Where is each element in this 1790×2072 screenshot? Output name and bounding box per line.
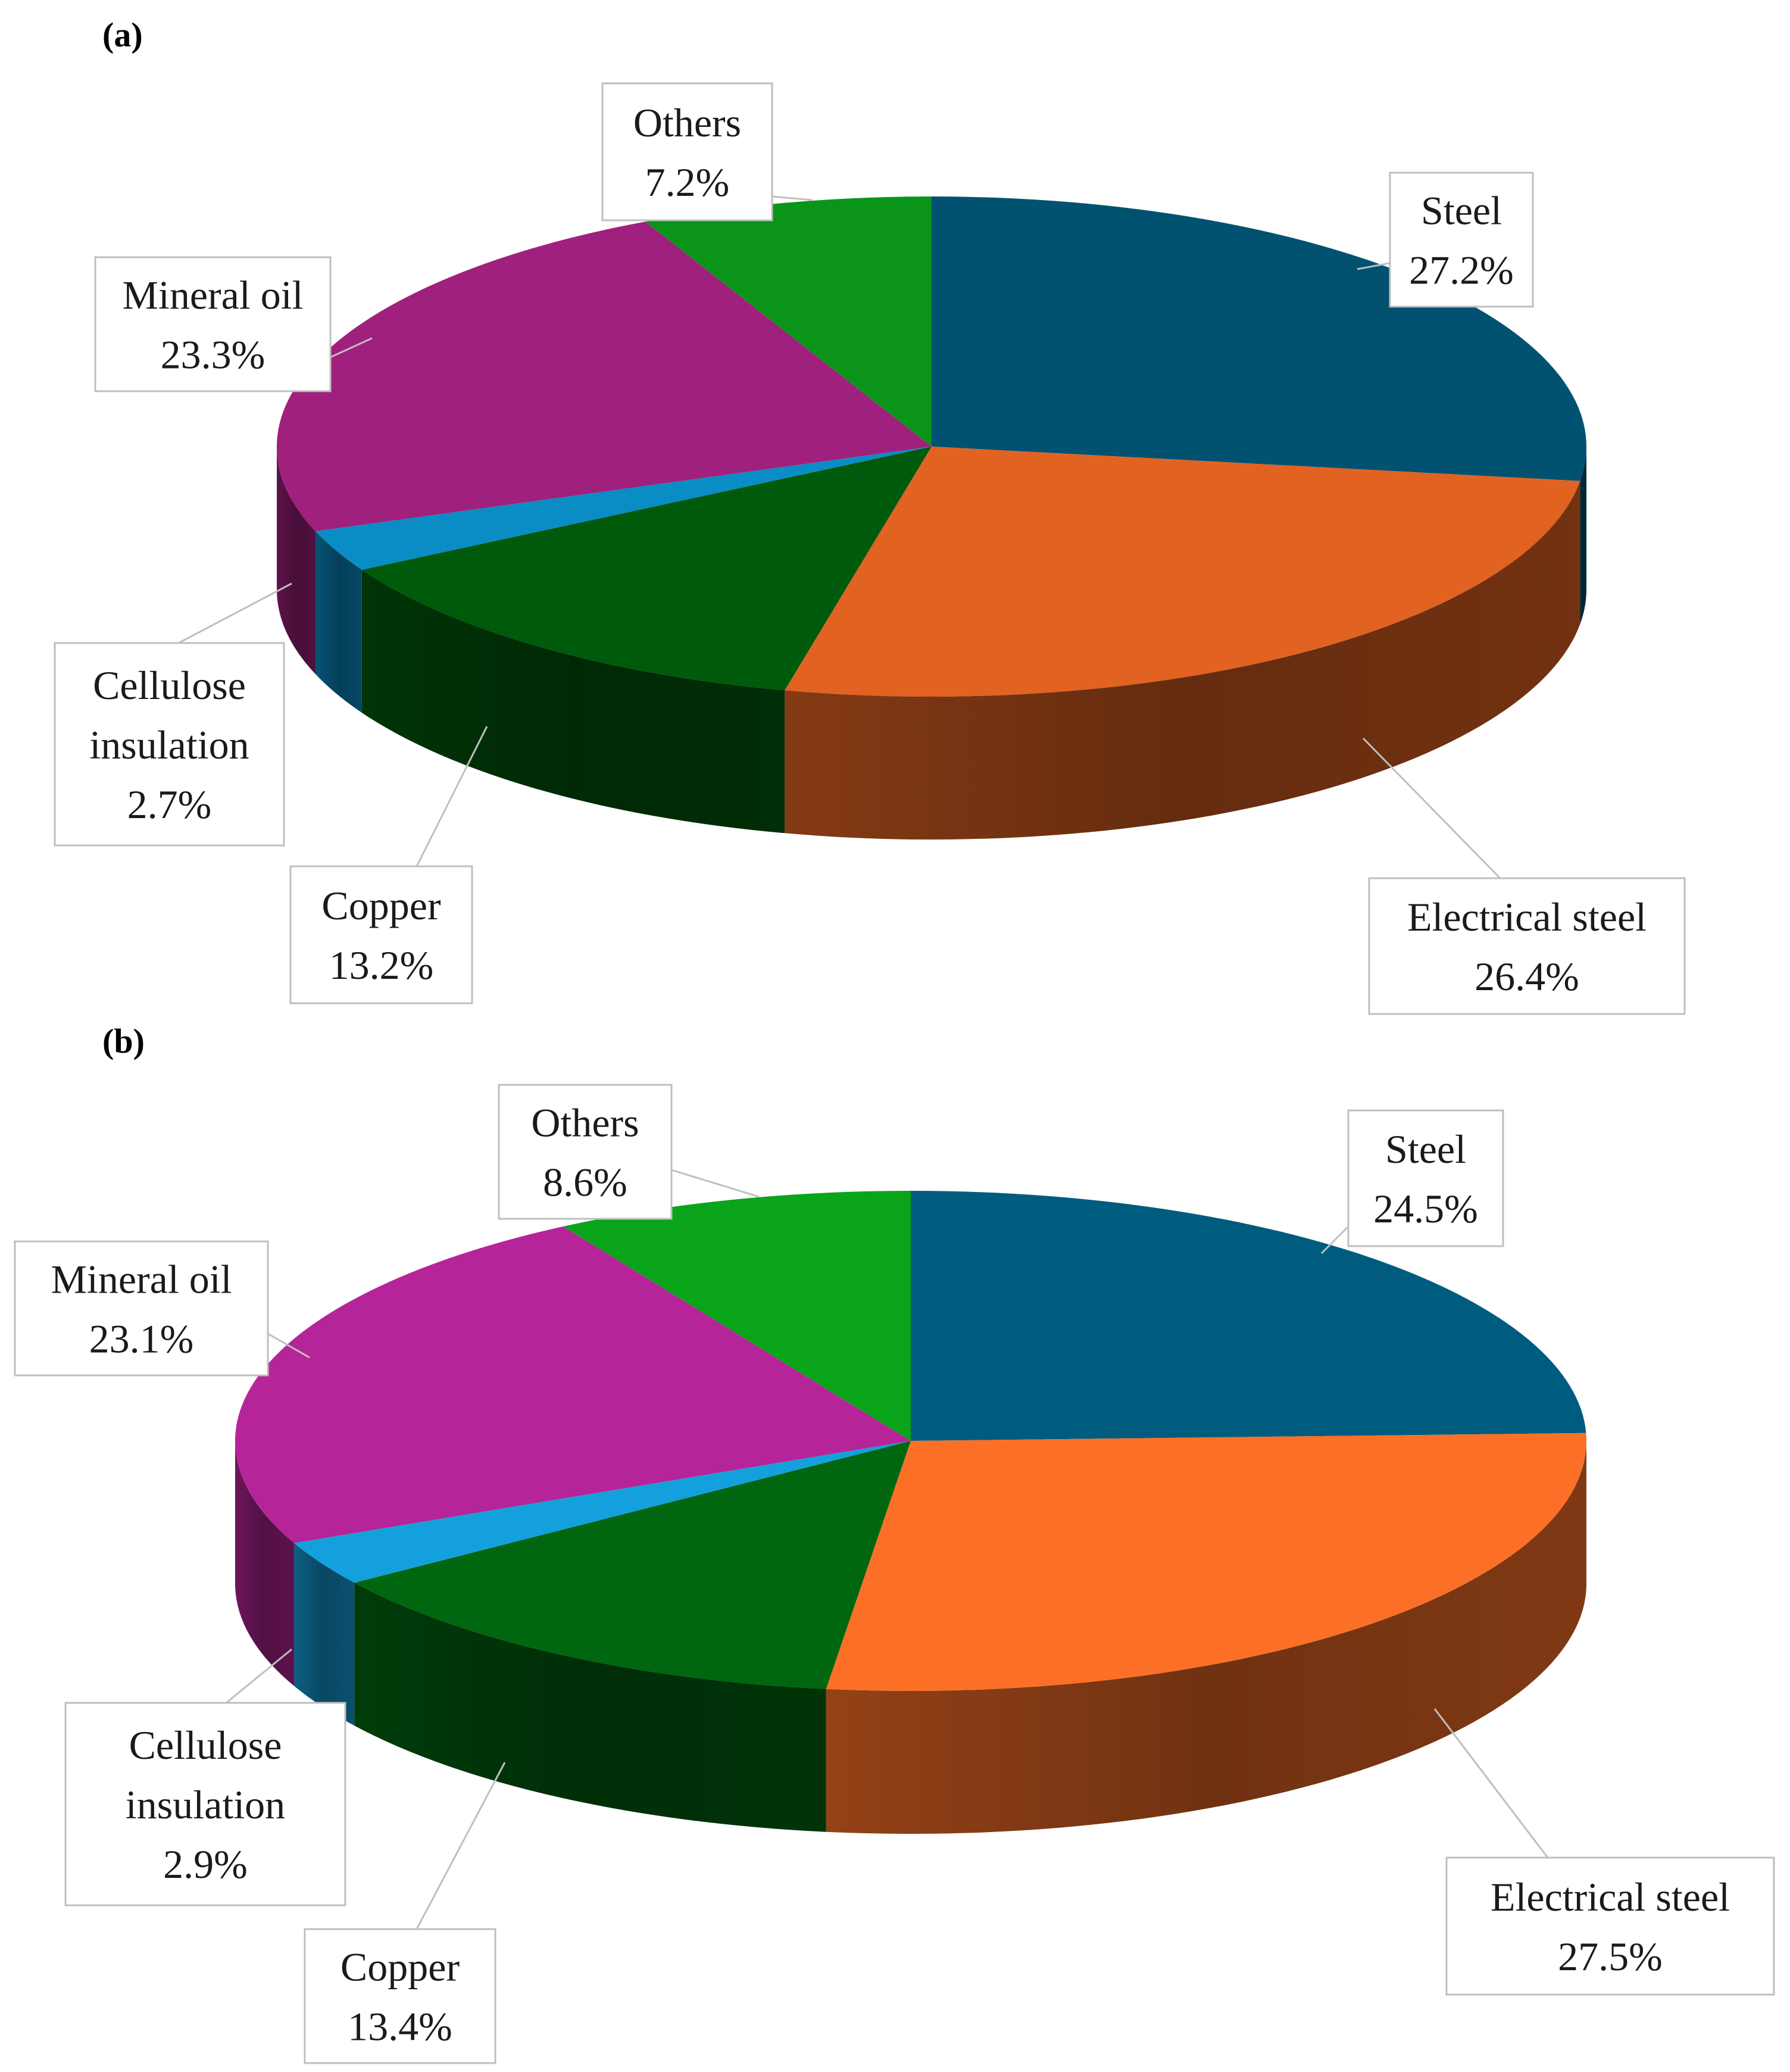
pie-chart-a: (a) Steel 27.2% Electrical steel 26.4% Coppe…	[54, 15, 1686, 1015]
slice-electrical-steel	[785, 447, 1580, 697]
data-label-box	[1389, 171, 1534, 308]
data-label-category: insulation	[89, 722, 249, 767]
pie-a-slices	[276, 196, 1586, 840]
leader-line-others	[771, 195, 813, 201]
data-label-category: Copper	[340, 1945, 460, 1990]
pie-chart-b: (b) Steel 24.5% Electrical steel 27.5% Coppe…	[14, 1022, 1775, 2064]
slice-electrical-steel	[826, 1433, 1586, 1691]
leader-line-mineral-oil	[330, 337, 373, 358]
leader-line-copper	[416, 726, 488, 867]
slice-side-shading	[826, 1441, 1586, 1834]
data-label-box	[601, 82, 773, 221]
data-label-category: Electrical steel	[1491, 1874, 1730, 1920]
data-label-category: Steel	[1421, 188, 1502, 233]
data-label-others: Others 7.2%	[601, 82, 773, 221]
data-label-value: 26.4%	[1475, 954, 1579, 999]
data-label-category: Copper	[321, 883, 441, 928]
data-label-box	[94, 256, 332, 392]
data-label-value: 13.2%	[329, 943, 434, 988]
data-label-value: 2.7%	[127, 782, 212, 827]
data-label-box	[1445, 1856, 1775, 1996]
data-label-category: Electrical steel	[1407, 894, 1647, 940]
data-label-cellulose-insulation: Cellulose insulation 2.7%	[54, 642, 285, 847]
slice-side-shading	[315, 531, 362, 713]
data-label-box	[498, 1084, 673, 1220]
slice-cellulose-insulation	[315, 447, 932, 570]
slice-copper	[361, 447, 932, 691]
data-label-category: Cellulose	[93, 663, 246, 708]
data-label-category: Cellulose	[129, 1722, 282, 1768]
slice-side-shading	[354, 1583, 826, 1832]
leader-line-electrical-steel	[1362, 737, 1501, 879]
slice-others	[645, 196, 932, 447]
slice-copper	[354, 1441, 911, 1689]
data-label-value: 27.5%	[1558, 1934, 1663, 1979]
leader-line-steel	[1320, 1225, 1349, 1255]
slice-cellulose-insulation	[294, 1441, 911, 1583]
slice-others	[563, 1191, 911, 1441]
data-label-box	[1368, 877, 1686, 1015]
slice-side-shading	[1580, 447, 1586, 624]
data-label-value: 23.1%	[89, 1316, 194, 1362]
slice-side-shading	[785, 480, 1580, 840]
slice-steel	[911, 1191, 1586, 1441]
leader-line-electrical-steel	[1433, 1708, 1549, 1858]
leader-line-cellulose-insulation	[226, 1648, 292, 1704]
data-label-box	[14, 1240, 269, 1377]
data-label-steel: Steel 24.5%	[1347, 1109, 1504, 1247]
data-label-category: Steel	[1385, 1127, 1466, 1172]
data-label-steel: Steel 27.2%	[1389, 171, 1534, 308]
data-label-mineral-oil: Mineral oil 23.3%	[94, 256, 332, 392]
leader-line-cellulose-insulation	[178, 582, 292, 644]
slice-mineral-oil	[235, 1226, 911, 1543]
data-label-value: 23.3%	[161, 332, 265, 377]
data-label-value: 8.6%	[543, 1160, 627, 1205]
data-label-electrical-steel: Electrical steel 26.4%	[1368, 877, 1686, 1015]
data-label-cellulose-insulation: Cellulose insulation 2.9%	[64, 1702, 346, 1906]
pie-b-slices	[235, 1191, 1586, 1834]
data-label-category: Mineral oil	[122, 273, 303, 318]
data-label-electrical-steel: Electrical steel 27.5%	[1445, 1856, 1775, 1996]
slice-side-shading	[277, 447, 316, 675]
pie-b-data-labels: Steel 24.5% Electrical steel 27.5% Copper 13.…	[14, 1084, 1775, 2064]
data-label-copper: Copper 13.2%	[289, 865, 473, 1004]
slice-steel	[932, 196, 1586, 481]
data-label-value: 13.4%	[348, 2004, 452, 2049]
pie-a-data-labels: Steel 27.2% Electrical steel 26.4% Copper 13.…	[54, 82, 1686, 1015]
data-label-box	[304, 1928, 496, 2064]
slice-side-shading	[235, 1441, 295, 1686]
data-label-box	[1347, 1109, 1504, 1247]
data-label-box	[64, 1702, 346, 1906]
pie-a-leader-lines	[178, 195, 1501, 879]
data-label-value: 27.2%	[1409, 248, 1514, 293]
data-label-value: 7.2%	[645, 160, 730, 205]
slice-side-shading	[294, 1543, 355, 1726]
data-label-value: 24.5%	[1373, 1186, 1478, 1231]
panel-label-a: (a)	[102, 15, 143, 54]
data-label-category: Others	[531, 1100, 639, 1146]
data-label-box	[54, 642, 285, 847]
pie-b-leader-lines	[226, 1169, 1549, 1930]
data-label-others: Others 8.6%	[498, 1084, 673, 1220]
leader-line-others	[671, 1169, 760, 1198]
data-label-box	[289, 865, 473, 1004]
data-label-mineral-oil: Mineral oil 23.1%	[14, 1240, 269, 1377]
data-label-copper: Copper 13.4%	[304, 1928, 496, 2064]
slice-mineral-oil	[276, 221, 932, 532]
slice-side-shading	[361, 569, 785, 834]
data-label-category: Mineral oil	[51, 1257, 232, 1302]
leader-line-mineral-oil	[267, 1333, 310, 1359]
leader-line-copper	[416, 1762, 506, 1930]
data-label-category: insulation	[126, 1782, 285, 1827]
data-label-category: Others	[633, 100, 741, 145]
panel-label-b: (b)	[102, 1022, 145, 1060]
data-label-value: 2.9%	[163, 1842, 248, 1887]
